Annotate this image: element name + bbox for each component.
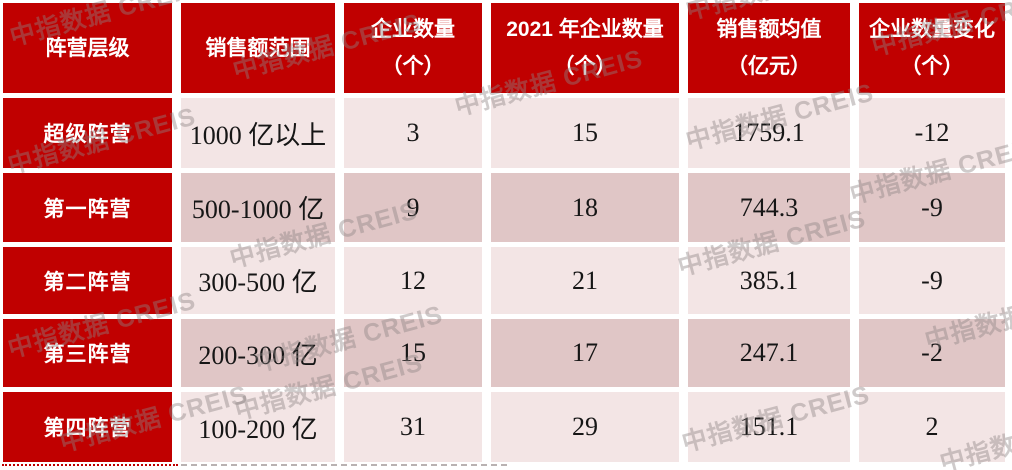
header-unit: （个） [553, 55, 617, 78]
data-cell-avg-sales: 151.1 [688, 392, 850, 462]
bottom-dotted-line-red [2, 464, 178, 466]
header-label: 销售额均值 [716, 18, 822, 41]
data-cell-count-change: -9 [859, 247, 1005, 314]
data-cell-range: 200-300 亿 [181, 319, 335, 387]
tier-cell-fourth: 第四阵营 [3, 392, 172, 462]
header-label: 阵营层级 [45, 36, 130, 60]
header-label: 2021 年企业数量 [506, 18, 664, 41]
header-cell-count-change: 企业数量变化 （个） [859, 3, 1005, 93]
header-unit: （亿元） [727, 55, 811, 78]
header-cell-range: 销售额范围 [181, 3, 335, 93]
data-cell-count: 31 [344, 392, 482, 462]
header-cell-avg-sales: 销售额均值 （亿元） [688, 3, 850, 93]
data-cell-count-change: 2 [859, 392, 1005, 462]
data-cell-avg-sales: 385.1 [688, 247, 850, 314]
data-cell-range: 500-1000 亿 [181, 173, 335, 242]
tier-cell-second: 第二阵营 [3, 247, 172, 314]
data-cell-count: 9 [344, 173, 482, 242]
data-cell-avg-sales: 744.3 [688, 173, 850, 242]
data-cell-count-2021: 17 [491, 319, 679, 387]
header-unit: （个） [381, 55, 445, 78]
data-cell-range: 1000 亿以上 [181, 98, 335, 168]
tier-cell-third: 第三阵营 [3, 319, 172, 387]
data-cell-count-change: -12 [859, 98, 1005, 168]
header-label: 企业数量 [371, 18, 455, 41]
header-label: 销售额范围 [205, 36, 311, 60]
header-cell-tier: 阵营层级 [3, 3, 172, 93]
data-cell-avg-sales: 247.1 [688, 319, 850, 387]
tier-table: 阵营层级 销售额范围 企业数量 （个） 2021 年企业数量 （个） 销售额均值… [3, 3, 1005, 462]
data-cell-count: 12 [344, 247, 482, 314]
data-cell-count-2021: 29 [491, 392, 679, 462]
bottom-dashed-line-gray [181, 464, 507, 466]
data-cell-range: 100-200 亿 [181, 392, 335, 462]
data-cell-count-2021: 21 [491, 247, 679, 314]
data-cell-count-change: -9 [859, 173, 1005, 242]
header-unit: （个） [900, 55, 964, 78]
data-cell-avg-sales: 1759.1 [688, 98, 850, 168]
data-cell-count-2021: 15 [491, 98, 679, 168]
tier-cell-first: 第一阵营 [3, 173, 172, 242]
data-cell-range: 300-500 亿 [181, 247, 335, 314]
header-cell-count-2021: 2021 年企业数量 （个） [491, 3, 679, 93]
tier-cell-super: 超级阵营 [3, 98, 172, 168]
header-label: 企业数量变化 [869, 18, 995, 41]
data-cell-count: 15 [344, 319, 482, 387]
header-cell-count: 企业数量 （个） [344, 3, 482, 93]
data-cell-count-2021: 18 [491, 173, 679, 242]
data-cell-count-change: -2 [859, 319, 1005, 387]
data-cell-count: 3 [344, 98, 482, 168]
